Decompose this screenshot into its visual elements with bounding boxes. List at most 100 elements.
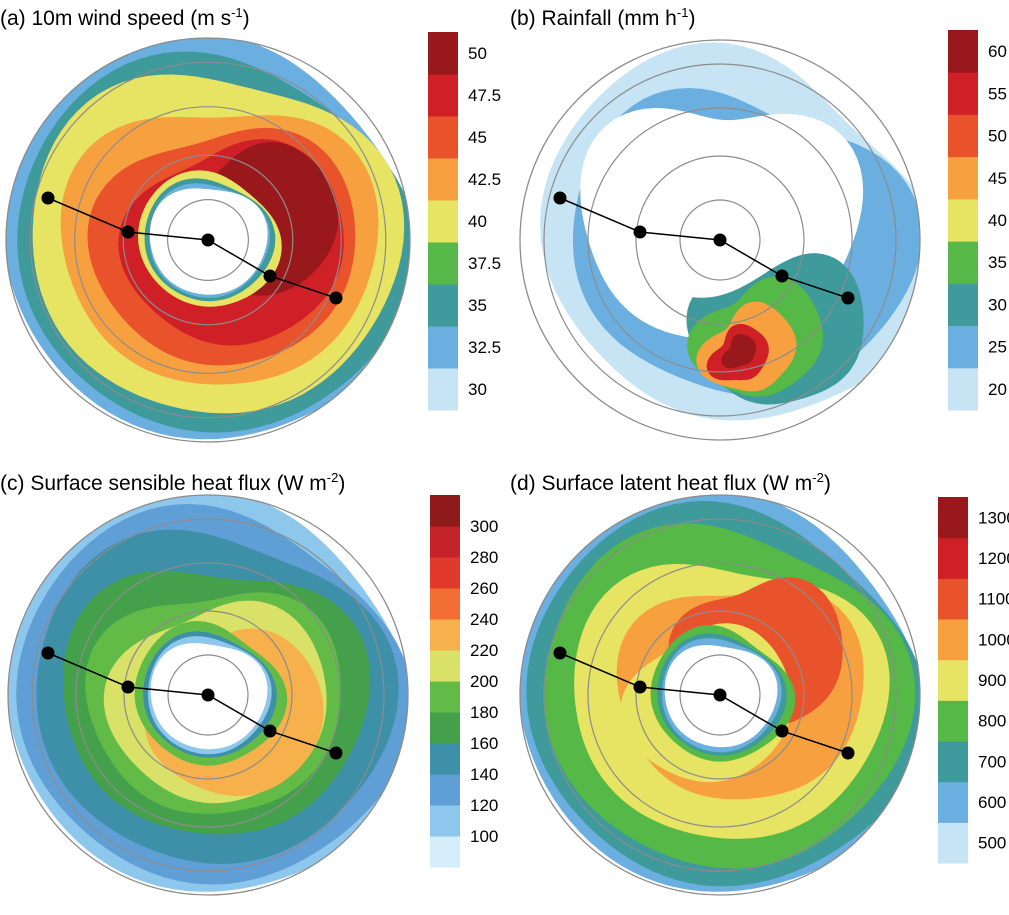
panel-b: (b) Rainfall (mm h-1) 20 25 30 35 40 45 50 55 60 bbox=[510, 0, 1009, 450]
outer-ring bbox=[5, 37, 411, 443]
colorbar-swatch bbox=[430, 805, 460, 837]
colorbar-swatch bbox=[948, 30, 978, 73]
colorbar-tick-label: 37.5 bbox=[468, 254, 501, 273]
track-point bbox=[713, 233, 727, 247]
polar-plot: 100 120 140 160 180 200 220 240 260 280 300 bbox=[7, 494, 498, 896]
colorbar-swatch bbox=[430, 743, 460, 775]
colorbar-swatch bbox=[948, 156, 978, 200]
colorbar-tick-label: 47.5 bbox=[468, 86, 501, 105]
contour-level bbox=[606, 114, 810, 298]
contour-level bbox=[721, 334, 757, 369]
title-end: ) bbox=[242, 7, 250, 30]
colorbar-tick-label: 140 bbox=[470, 765, 498, 784]
range-ring bbox=[543, 63, 897, 417]
track-point bbox=[41, 191, 55, 205]
title-superscript: -2 bbox=[326, 470, 339, 485]
colorbar-tick-label: 900 bbox=[978, 671, 1006, 690]
colorbar-swatch bbox=[428, 284, 458, 327]
track-point bbox=[329, 291, 343, 305]
panel-title: (a) 10m wind speed (m s-1) bbox=[0, 0, 250, 32]
colorbar-swatch bbox=[430, 619, 460, 651]
range-ring bbox=[122, 154, 294, 326]
track-point bbox=[201, 233, 215, 247]
contour-field bbox=[540, 42, 920, 421]
colorbar-swatch bbox=[428, 116, 458, 159]
title-end: ) bbox=[823, 472, 831, 495]
track-point bbox=[633, 680, 647, 694]
range-ring bbox=[679, 654, 761, 736]
colorbar-tick-label: 240 bbox=[470, 610, 498, 629]
colorbar-swatch bbox=[948, 283, 978, 326]
track-point bbox=[553, 191, 567, 205]
panel-title: (d) Surface latent heat flux (W m-2) bbox=[510, 465, 831, 497]
track-point bbox=[841, 291, 855, 305]
colorbar-swatch bbox=[430, 712, 460, 744]
colorbar-swatch bbox=[938, 497, 968, 539]
title-superscript: -2 bbox=[812, 470, 824, 485]
title-text: (b) Rainfall (mm h bbox=[510, 7, 677, 30]
colorbar-swatch bbox=[938, 741, 968, 783]
panel-a: (a) 10m wind speed (m s-1) 30 32.5 35 37.5 4… bbox=[0, 0, 501, 450]
panel-d: (d) Surface latent heat flux (W m-2) 500… bbox=[510, 465, 1009, 915]
colorbar-tick-label: 30 bbox=[468, 380, 487, 399]
colorbar-tick-label: 300 bbox=[470, 517, 498, 536]
title-text: (a) 10m wind speed (m s bbox=[0, 7, 232, 30]
colorbar-tick-label: 20 bbox=[988, 380, 1007, 399]
colorbar-tick-label: 220 bbox=[470, 641, 498, 660]
colorbar-tick-label: 35 bbox=[468, 296, 487, 315]
colorbar-tick-label: 500 bbox=[978, 834, 1006, 853]
colorbar-swatch bbox=[938, 659, 968, 701]
colorbar-tick-label: 25 bbox=[988, 338, 1007, 357]
track-point bbox=[775, 724, 789, 738]
polar-plot: 20 25 30 35 40 45 50 55 60 bbox=[519, 30, 1007, 441]
colorbar-swatch bbox=[430, 836, 460, 868]
colorbar-swatch bbox=[428, 74, 458, 117]
title-text: (d) Surface latent heat flux (W m bbox=[510, 472, 813, 495]
outer-ring bbox=[519, 494, 921, 896]
title-end: ) bbox=[688, 7, 696, 30]
title-text: (c) Surface sensible heat flux (W m bbox=[0, 472, 327, 495]
colorbar-swatch bbox=[938, 578, 968, 620]
colorbar-swatch bbox=[428, 368, 458, 411]
range-ring bbox=[167, 654, 249, 736]
colorbar-tick-label: 600 bbox=[978, 793, 1006, 812]
range-ring bbox=[635, 610, 805, 780]
colorbar-swatch bbox=[948, 325, 978, 369]
title-end: ) bbox=[338, 472, 346, 495]
outer-ring bbox=[7, 494, 409, 896]
track-point bbox=[329, 746, 343, 760]
colorbar-tick-label: 50 bbox=[988, 127, 1007, 146]
contour-field bbox=[8, 495, 408, 892]
colorbar-swatch bbox=[938, 822, 968, 864]
track-point bbox=[121, 225, 135, 239]
colorbar-swatch bbox=[938, 700, 968, 742]
colorbar-tick-label: 40 bbox=[468, 212, 487, 231]
panel-c: (c) Surface sensible heat flux (W m-2) 1… bbox=[0, 465, 500, 915]
colorbar-tick-label: 45 bbox=[468, 128, 487, 147]
colorbar-tick-label: 280 bbox=[470, 548, 498, 567]
colorbar-swatch bbox=[430, 681, 460, 713]
colorbar-swatch bbox=[428, 200, 458, 243]
title-superscript: -1 bbox=[676, 5, 689, 20]
track-point bbox=[553, 646, 567, 660]
colorbar-swatch bbox=[428, 32, 458, 75]
colorbar-swatch bbox=[938, 781, 968, 823]
colorbar-swatch bbox=[430, 557, 460, 589]
title-superscript: -1 bbox=[231, 5, 243, 20]
colorbar-swatch bbox=[948, 72, 978, 115]
colorbar-swatch bbox=[938, 537, 968, 579]
colorbar-tick-label: 1100 bbox=[978, 590, 1009, 609]
colorbar: 500 600 700 800 900 1000 1100 1200 1300 bbox=[938, 497, 1009, 864]
colorbar: 100 120 140 160 180 200 220 240 260 280 300 bbox=[430, 495, 498, 868]
polar-plot: 30 32.5 35 37.5 40 42.5 45 47.5 50 bbox=[5, 32, 501, 443]
range-ring bbox=[29, 61, 387, 419]
colorbar-swatch bbox=[428, 242, 458, 285]
colorbar-tick-label: 55 bbox=[988, 84, 1007, 103]
track-point bbox=[841, 746, 855, 760]
range-ring bbox=[31, 518, 385, 872]
colorbar-swatch bbox=[948, 198, 978, 242]
colorbar-tick-label: 42.5 bbox=[468, 170, 501, 189]
colorbar-swatch bbox=[948, 114, 978, 158]
colorbar-tick-label: 40 bbox=[988, 211, 1007, 230]
colorbar-tick-label: 60 bbox=[988, 42, 1007, 61]
